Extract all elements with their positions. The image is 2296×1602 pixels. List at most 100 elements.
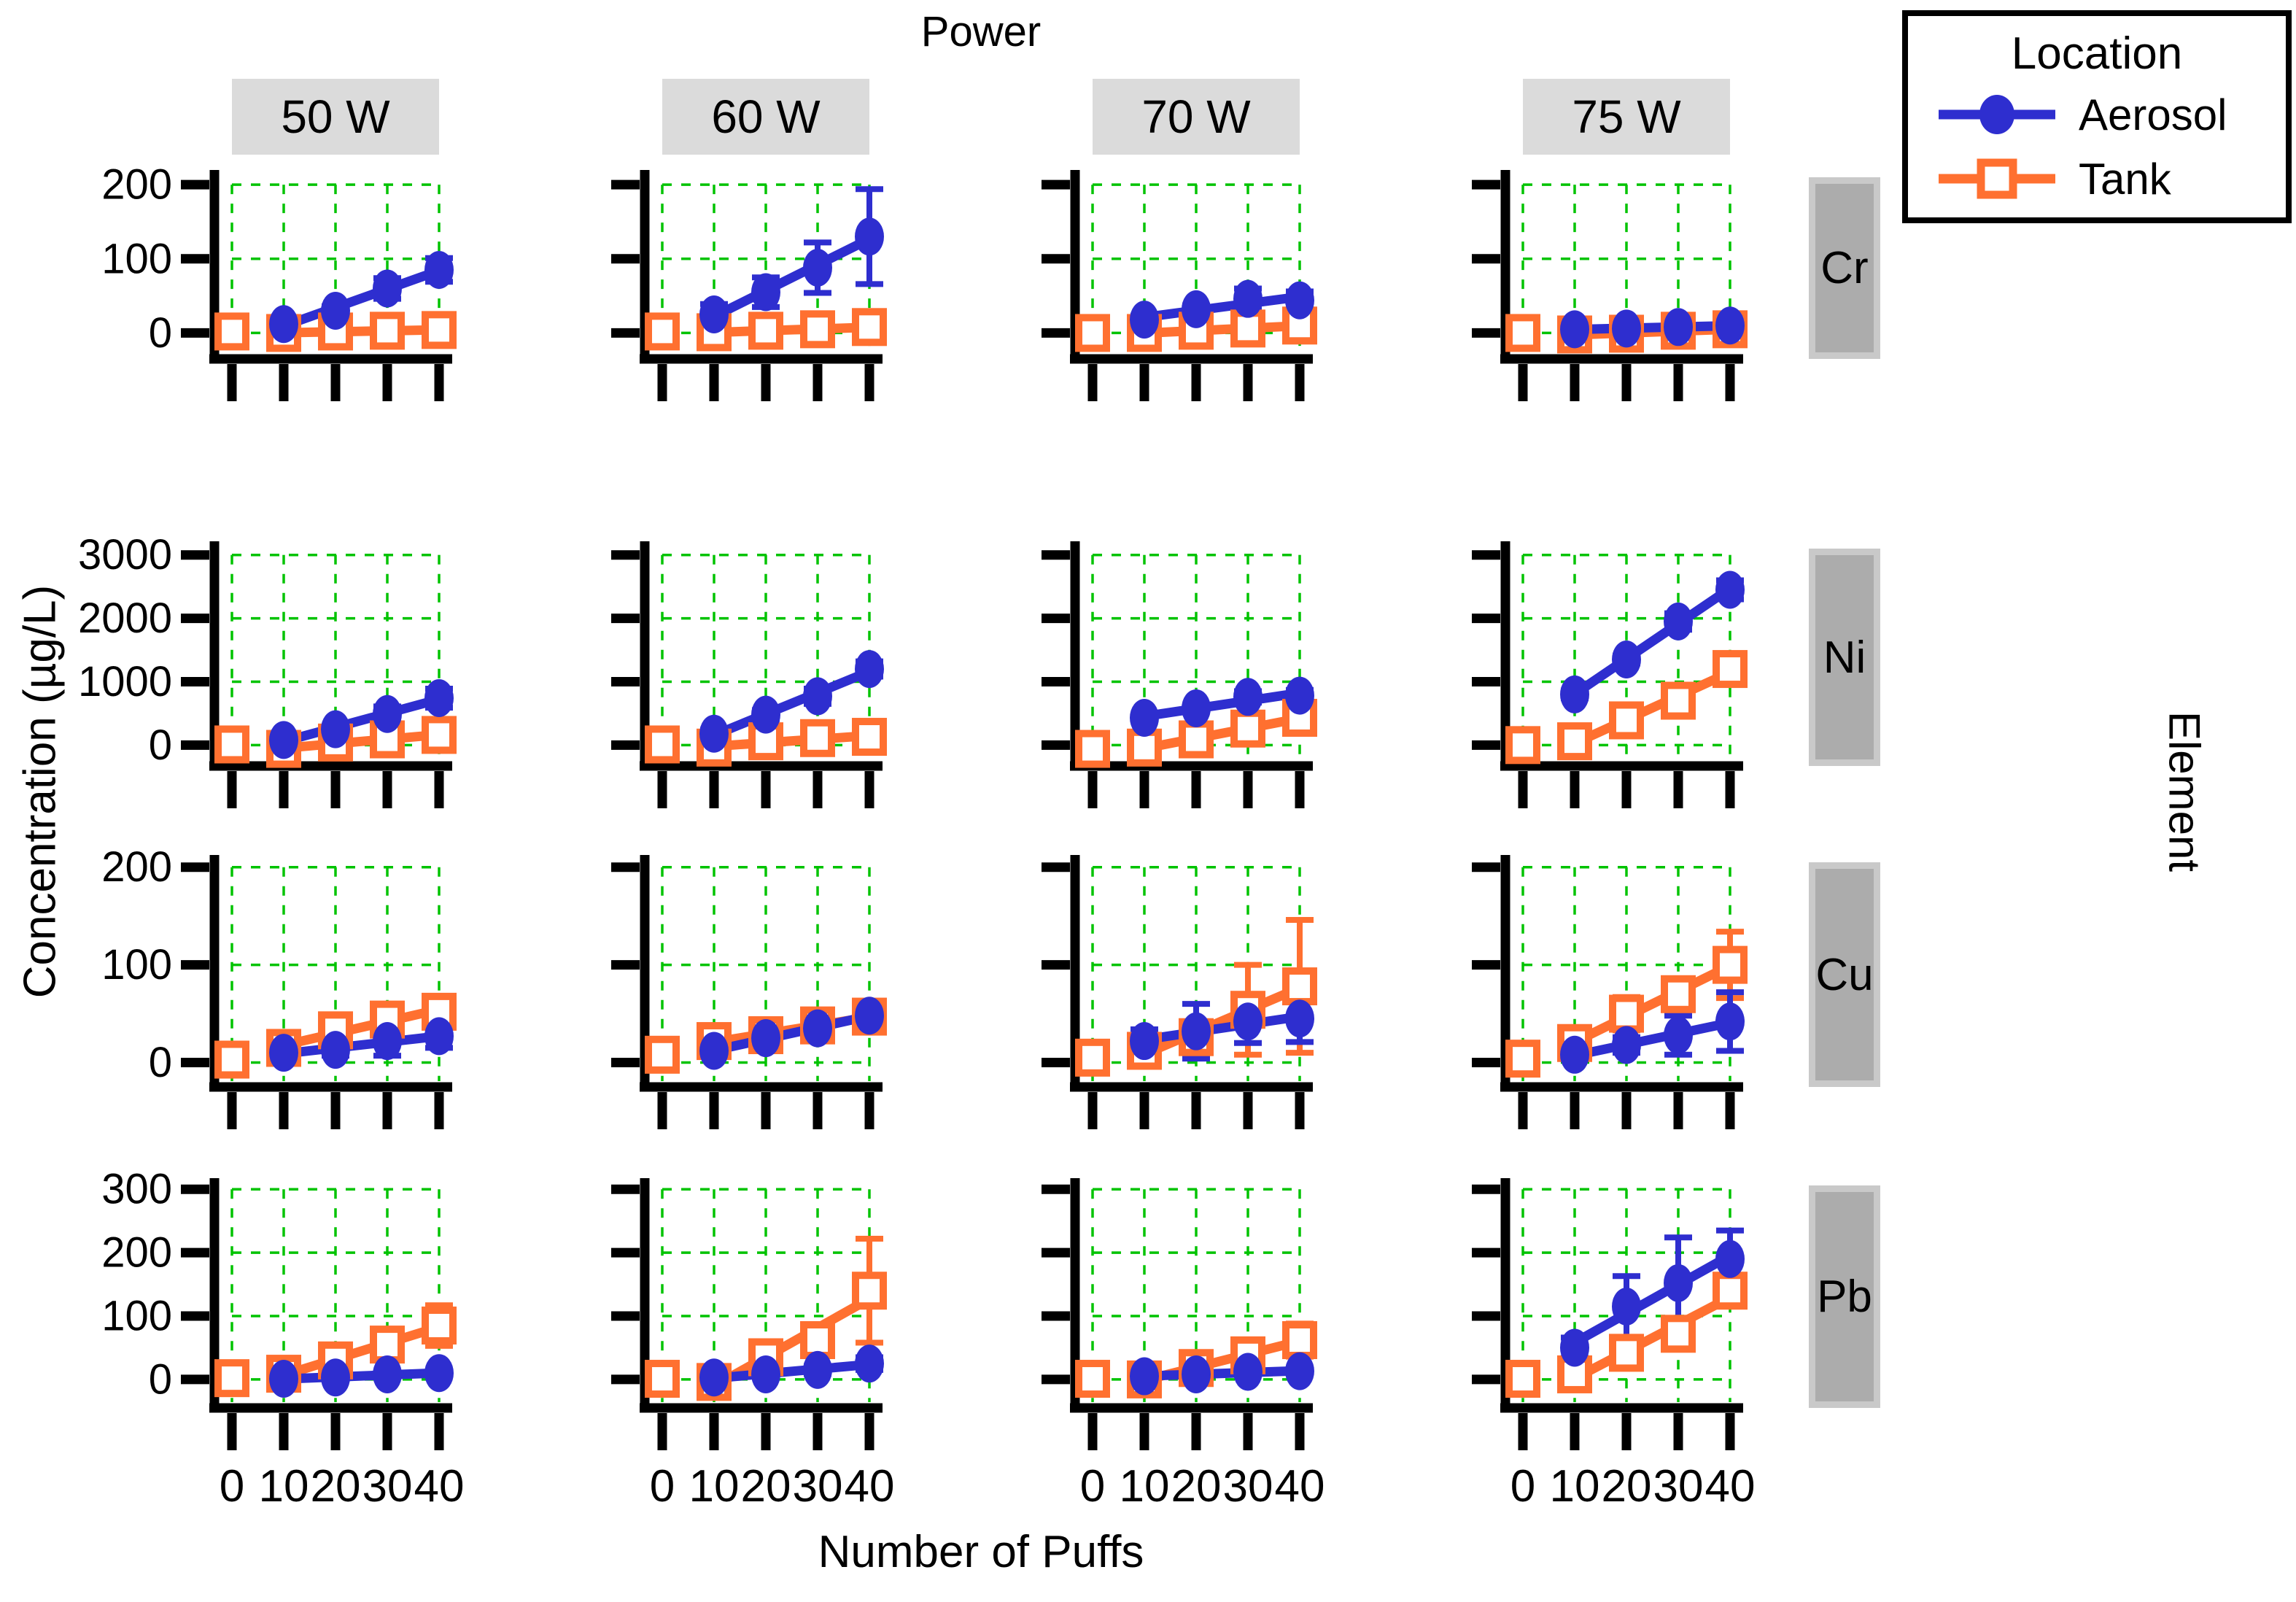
panel-ni-50w: 0 1000 2000 3000	[78, 531, 457, 808]
x-tick-label: 0	[1080, 1461, 1105, 1512]
legend-label-tank: Tank	[2079, 154, 2171, 204]
data-point-tank	[1282, 1321, 1317, 1360]
data-point-tank	[1075, 1038, 1110, 1077]
panel-cr-70w	[1042, 170, 1317, 401]
data-point-aerosol	[1560, 675, 1589, 713]
aerosol-fit-line	[282, 694, 441, 746]
data-point-aerosol	[269, 721, 298, 759]
panel-pb-50w: 0 100 200 300 0 10 20 30 40	[101, 1166, 464, 1512]
data-point-tank	[645, 1360, 680, 1398]
data-point-tank	[1713, 650, 1748, 689]
x-tick-label: 20	[311, 1461, 361, 1512]
data-point-tank	[1075, 314, 1110, 352]
legend-title: Location	[2011, 28, 2183, 79]
tank-fit-line	[1572, 961, 1732, 1047]
data-point-aerosol	[269, 1034, 298, 1072]
legend: Location Aerosol Tank	[1902, 10, 2292, 223]
data-point-aerosol	[855, 1344, 884, 1383]
x-tick-label: 40	[1705, 1461, 1756, 1512]
data-point-aerosol	[424, 251, 454, 290]
data-point-aerosol	[699, 1032, 729, 1070]
aerosol-fit-line	[1574, 320, 1731, 335]
data-point-aerosol	[1285, 999, 1314, 1038]
tank-fit-line	[1143, 713, 1301, 754]
column-header-50w: 50 W	[232, 79, 439, 155]
y-axis-title: Concentration (µg/L)	[15, 584, 66, 999]
x-axis-title: Number of Puffs	[818, 1527, 1144, 1577]
data-point-tank	[645, 312, 680, 351]
tank-fit-line	[1572, 1293, 1733, 1383]
panel-cr-75w	[1472, 170, 1748, 401]
data-point-aerosol	[1612, 641, 1641, 679]
tank-line-square-icon	[1939, 158, 2055, 199]
x-tick-label: 20	[1602, 1461, 1652, 1512]
panel-cr-50w: 0 100 200	[101, 161, 457, 401]
data-point-aerosol	[1182, 1355, 1211, 1393]
row-facet-title: Element	[2160, 711, 2209, 872]
y-tick-label: 0	[149, 309, 172, 357]
data-point-tank	[1661, 681, 1696, 720]
data-point-aerosol	[1560, 310, 1589, 349]
aerosol-fit-line	[282, 266, 441, 330]
tank-fit-line	[1142, 983, 1302, 1059]
y-tick-label: 3000	[78, 531, 172, 578]
data-point-aerosol	[1130, 698, 1159, 737]
data-point-aerosol	[1664, 602, 1693, 641]
x-tick-label: 40	[1275, 1461, 1325, 1512]
data-point-aerosol	[321, 1358, 350, 1397]
x-tick-label: 20	[741, 1461, 791, 1512]
tank-fit-line	[713, 322, 870, 338]
data-point-tank	[1661, 1315, 1696, 1353]
aerosol-fit-line	[1144, 1012, 1300, 1045]
row-strip-cr: Cr	[1809, 177, 1880, 359]
aerosol-fit-line	[1144, 292, 1300, 322]
row-strip-cu: Cu	[1809, 862, 1880, 1087]
x-tick-label: 10	[1120, 1461, 1170, 1512]
data-point-aerosol	[1182, 290, 1211, 328]
y-tick-label: 100	[101, 1293, 172, 1340]
data-point-aerosol	[1285, 676, 1314, 715]
legend-entry-tank: Tank	[1934, 150, 2286, 208]
data-point-tank	[422, 311, 457, 349]
data-point-tank	[1609, 701, 1644, 740]
y-tick-label: 200	[101, 161, 172, 209]
aerosol-fit-line	[713, 1359, 870, 1383]
y-tick-label: 0	[149, 1355, 172, 1403]
panel-pb-70w: 0 10 20 30 40	[1042, 1178, 1325, 1512]
data-point-aerosol	[373, 1022, 402, 1061]
data-point-aerosol	[803, 1009, 832, 1048]
panel-ni-70w	[1042, 541, 1317, 808]
panel-cu-60w	[611, 855, 887, 1129]
data-point-aerosol	[751, 1019, 780, 1058]
data-point-aerosol	[1664, 1016, 1693, 1055]
panel-pb-60w: 0 10 20 30 40	[611, 1178, 894, 1512]
data-point-aerosol	[1182, 689, 1211, 727]
column-header-75w: 75 W	[1523, 79, 1730, 155]
data-point-tank	[1282, 967, 1317, 1006]
x-tick-label: 40	[845, 1461, 895, 1512]
data-point-aerosol	[803, 248, 832, 287]
data-point-aerosol	[424, 679, 454, 718]
data-point-aerosol	[1715, 570, 1745, 609]
x-tick-label: 20	[1171, 1461, 1222, 1512]
data-point-aerosol	[1715, 1002, 1745, 1041]
data-point-tank	[422, 1307, 457, 1345]
data-point-aerosol	[1233, 279, 1263, 318]
data-point-tank	[1179, 720, 1214, 759]
column-header-70w: 70 W	[1093, 79, 1300, 155]
data-point-aerosol	[424, 1354, 454, 1393]
data-point-tank	[1505, 1360, 1540, 1398]
y-tick-label: 2000	[78, 595, 172, 642]
panel-cr-60w	[611, 170, 887, 401]
data-point-tank	[1557, 722, 1592, 761]
x-tick-label: 40	[414, 1461, 465, 1512]
aerosol-fit-line	[1144, 1366, 1300, 1381]
legend-entry-aerosol: Aerosol	[1934, 85, 2286, 144]
panel-cu-75w	[1472, 855, 1748, 1129]
data-point-aerosol	[751, 273, 780, 312]
aerosol-fit-line	[1144, 688, 1300, 721]
data-point-tank	[1230, 709, 1265, 748]
data-point-aerosol	[1130, 1022, 1159, 1061]
